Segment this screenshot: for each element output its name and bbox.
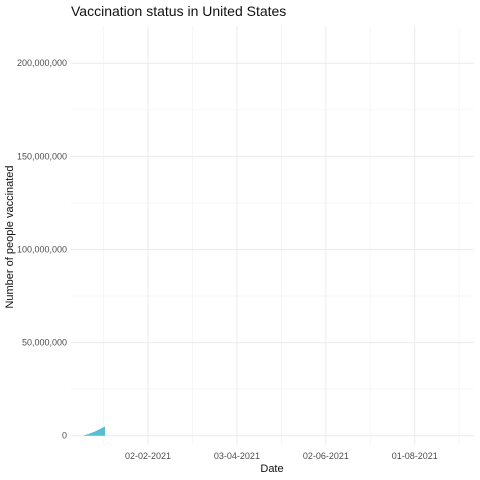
x-tick-label: 02-06-2021	[303, 451, 349, 461]
y-tick-label: 100,000,000	[17, 244, 67, 254]
x-tick-labels: 02-02-2021 03-04-2021 02-06-2021 01-08-2021	[125, 451, 438, 461]
x-axis-title: Date	[260, 463, 283, 475]
minor-gridlines	[71, 26, 474, 445]
major-gridlines	[71, 26, 474, 445]
y-axis-title: Number of people vaccinated	[4, 165, 16, 308]
x-tick-label: 01-08-2021	[392, 451, 438, 461]
chart-title: Vaccination status in United States	[71, 3, 286, 19]
y-tick-label: 0	[62, 431, 67, 441]
area-layer	[82, 426, 106, 436]
x-tick-label: 02-02-2021	[125, 451, 171, 461]
y-tick-label: 50,000,000	[22, 338, 67, 348]
y-tick-label: 200,000,000	[17, 58, 67, 68]
area-series	[82, 426, 106, 436]
y-tick-label: 150,000,000	[17, 151, 67, 161]
x-tick-label: 03-04-2021	[214, 451, 260, 461]
y-tick-labels: 0 50,000,000 100,000,000 150,000,000 200,000…	[17, 58, 67, 440]
